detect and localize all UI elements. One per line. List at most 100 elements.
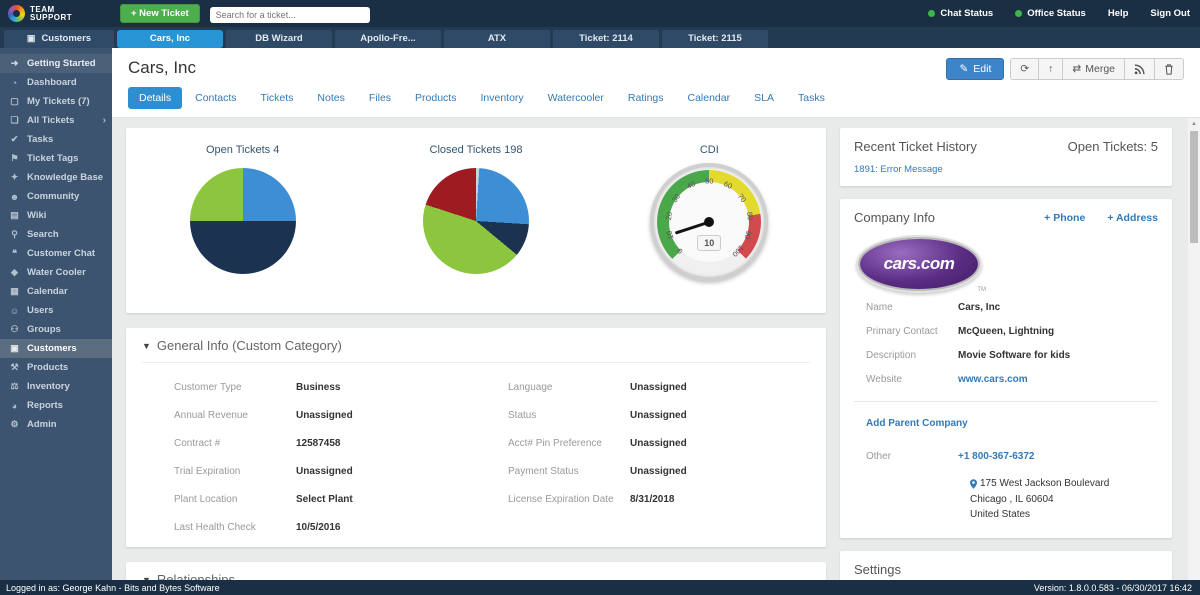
sidebar-item-all-tickets[interactable]: ❏ All Tickets ›	[0, 111, 112, 130]
tab-products[interactable]: Products	[415, 92, 457, 104]
browser-tab-label: Cars, Inc	[149, 32, 191, 44]
add-parent-company-link[interactable]: Add Parent Company	[866, 418, 968, 429]
field-row: Trial Expiration Unassigned	[174, 466, 476, 477]
closed-tickets-chart: Closed Tickets 198	[359, 128, 592, 313]
sidebar-item-wiki[interactable]: ▤ Wiki	[0, 206, 112, 225]
tab-watercooler[interactable]: Watercooler	[547, 92, 604, 104]
sidebar-item-customer-chat[interactable]: ❝ Customer Chat	[0, 244, 112, 263]
tasks-icon: ✔	[10, 134, 19, 144]
sidebar-item-dashboard[interactable]: ◔ Dashboard	[0, 73, 112, 92]
relationships-title[interactable]: ▼ Relationships	[142, 572, 810, 580]
field-label: Contract #	[174, 438, 221, 449]
sidebar-item-products[interactable]: ⚒ Products	[0, 358, 112, 377]
add-phone-button[interactable]: + Phone	[1044, 211, 1086, 224]
tab-notes[interactable]: Notes	[317, 92, 345, 104]
tab-tickets[interactable]: Tickets	[260, 92, 294, 104]
sidebar-item-users[interactable]: ☺ Users	[0, 301, 112, 320]
office-status[interactable]: Office Status	[1015, 8, 1086, 19]
scroll-up-arrow-icon[interactable]: ▲	[1191, 121, 1197, 127]
tab-sla[interactable]: SLA	[754, 92, 774, 104]
open-tickets-chart-title: Open Tickets 4	[205, 144, 280, 156]
sidebar-item-inventory[interactable]: ⚖ Inventory	[0, 377, 112, 396]
sidebar-item-admin[interactable]: ⚙ Admin	[0, 415, 112, 434]
sidebar-item-ticket-tags[interactable]: ⚑ Ticket Tags	[0, 149, 112, 168]
ticket-link[interactable]: 1891: Error Message	[854, 164, 943, 175]
help-link[interactable]: Help	[1107, 8, 1129, 19]
sidebar-item-my-tickets-7[interactable]: ▢ My Tickets (7)	[0, 92, 112, 111]
closed-tickets-chart-title: Closed Tickets 198	[429, 144, 523, 156]
browser-tab-label: DB Wizard	[255, 32, 303, 44]
groups-icon: ⚇	[10, 324, 19, 334]
browser-tab-ticket-2114[interactable]: Ticket: 2114	[553, 29, 659, 48]
sidebar-item-label: Customer Chat	[27, 248, 96, 259]
company-logo: cars.com TM	[860, 239, 986, 293]
browser-tab-apollo-fre[interactable]: Apollo-Fre...	[335, 29, 441, 48]
company-info-card: Company Info + Phone + Address cars.com …	[840, 199, 1172, 538]
sidebar-item-community[interactable]: ☻ Community	[0, 187, 112, 206]
sidebar-item-label: Customers	[27, 343, 77, 354]
scrollbar-thumb[interactable]	[1190, 131, 1198, 243]
refresh-button[interactable]: ⟳	[1010, 58, 1040, 80]
edit-button[interactable]: ✎ Edit	[946, 58, 1005, 80]
topbar-right: Chat Status Office Status Help Sign Out	[928, 8, 1190, 19]
chat-status[interactable]: Chat Status	[928, 8, 993, 19]
field-row: Annual Revenue Unassigned	[174, 410, 476, 421]
sidebar-item-tasks[interactable]: ✔ Tasks	[0, 130, 112, 149]
sidebar-item-water-cooler[interactable]: ◆ Water Cooler	[0, 263, 112, 282]
field-value: Unassigned	[296, 410, 353, 421]
cdi-gauge: 0 10 20 30 40 50 60 70 80 90 100 10	[650, 163, 769, 281]
tab-contacts[interactable]: Contacts	[195, 92, 237, 104]
browser-tab-db-wizard[interactable]: DB Wizard	[226, 29, 332, 48]
tab-ratings[interactable]: Ratings	[627, 92, 664, 104]
sidebar-item-label: My Tickets (7)	[27, 96, 90, 107]
field-row: Other +1 800-367-6372	[854, 451, 1158, 462]
phone-number-link[interactable]: +1 800-367-6372	[958, 451, 1035, 462]
content-area: Open Tickets 4 Closed Tickets 198 CDI	[112, 118, 1200, 580]
sign-out-link[interactable]: Sign Out	[1150, 8, 1190, 19]
rss-icon	[1134, 63, 1145, 75]
field-label: Trial Expiration	[174, 466, 241, 477]
company-logo-text: cars.com	[883, 254, 955, 273]
brand-text: TEAM SUPPORT	[30, 4, 73, 22]
sidebar-item-label: Groups	[27, 324, 61, 335]
sidebar-item-label: Getting Started	[27, 58, 96, 69]
delete-button[interactable]	[1155, 58, 1184, 80]
chevron-right-icon: ›	[102, 115, 106, 126]
sidebar-item-groups[interactable]: ⚇ Groups	[0, 320, 112, 339]
feed-button[interactable]	[1125, 58, 1155, 80]
flag-button[interactable]: ↑	[1039, 58, 1064, 80]
sidebar-item-calendar[interactable]: ▦ Calendar	[0, 282, 112, 301]
tab-details[interactable]: Details	[128, 87, 183, 109]
dashboard-icon: ◔	[11, 77, 18, 88]
tab-files[interactable]: Files	[368, 92, 392, 104]
field-label: Customer Type	[174, 382, 242, 393]
browser-tab-cars-inc[interactable]: Cars, Inc	[117, 29, 223, 48]
field-label: Annual Revenue	[174, 410, 248, 421]
browser-tab-ticket-2115[interactable]: Ticket: 2115	[662, 29, 768, 48]
ticket-search-input[interactable]	[209, 6, 370, 23]
field-label: Name	[866, 302, 893, 313]
sidebar-item-reports[interactable]: ◕ Reports	[0, 396, 112, 415]
website-link[interactable]: www.cars.com	[958, 374, 1028, 385]
field-row: Last Health Check 10/5/2016	[174, 522, 476, 533]
browser-tab-customers[interactable]: ▣ Customers	[4, 29, 114, 48]
new-ticket-button[interactable]: + New Ticket	[120, 4, 200, 23]
tab-inventory[interactable]: Inventory	[480, 92, 524, 104]
vertical-scrollbar[interactable]: ▲	[1188, 118, 1200, 580]
sidebar-item-customers[interactable]: ▣ Customers	[0, 339, 112, 358]
sidebar-item-search[interactable]: ⚲ Search	[0, 225, 112, 244]
field-value: 10/5/2016	[296, 522, 341, 533]
tab-calendar[interactable]: Calendar	[687, 92, 731, 104]
search-icon: ⚲	[11, 229, 18, 239]
merge-button[interactable]: ⇄ Merge	[1063, 58, 1125, 80]
sidebar-item-knowledge-base[interactable]: ✦ Knowledge Base	[0, 168, 112, 187]
add-address-button[interactable]: + Address	[1107, 211, 1158, 224]
tab-tasks[interactable]: Tasks	[797, 92, 825, 104]
browser-tab-atx[interactable]: ATX	[444, 29, 550, 48]
sidebar-item-getting-started[interactable]: ➜ Getting Started	[0, 54, 112, 73]
all-tickets-icon: ❏	[10, 115, 19, 125]
sidebar-item-label: Water Cooler	[27, 267, 86, 278]
general-info-title[interactable]: ▼ General Info (Custom Category)	[142, 338, 810, 363]
pencil-icon: ✎	[959, 63, 969, 75]
